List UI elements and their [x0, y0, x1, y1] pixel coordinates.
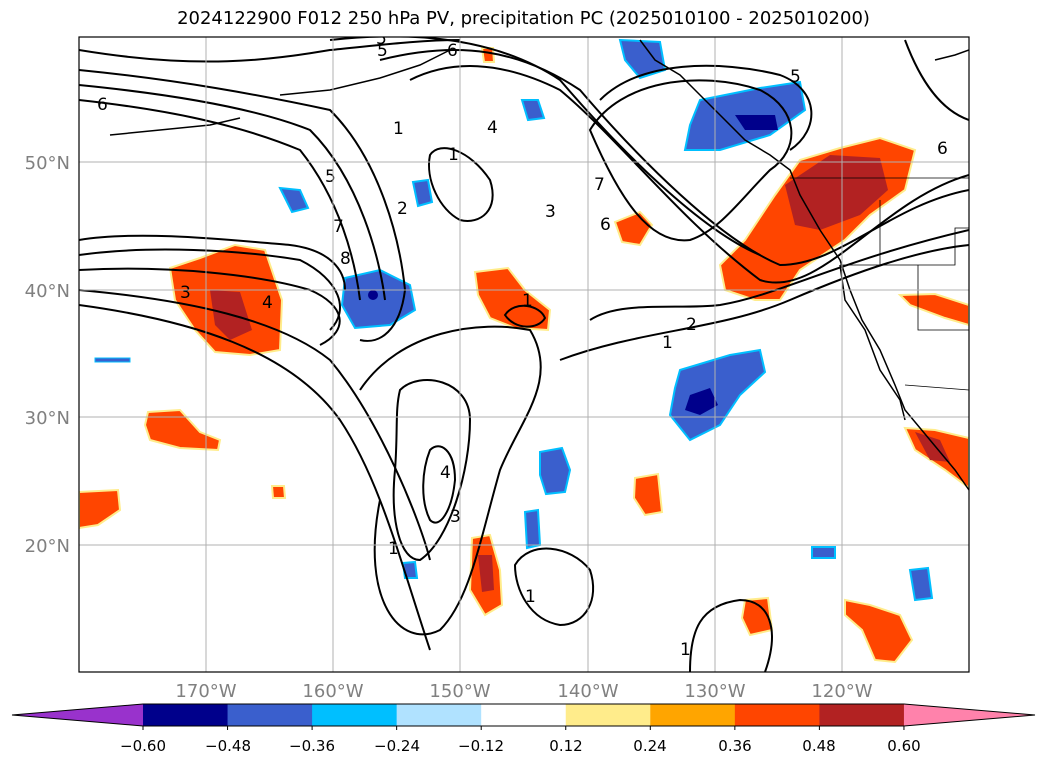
precip-negative-patch — [94, 357, 131, 363]
contour-label: 6 — [97, 95, 108, 115]
precip-positive-patch — [632, 472, 664, 517]
colorbar-extend-low — [12, 704, 143, 726]
precip-positive-patch — [143, 408, 222, 452]
precip-negative-patch — [278, 186, 310, 214]
contour-label: 1 — [662, 333, 673, 353]
map-title: 2024122900 F012 250 hPa PV, precipitatio… — [177, 8, 870, 29]
contour-label: 3 — [180, 283, 191, 303]
contour-label: 1 — [448, 145, 459, 165]
lon-label: 170°W — [175, 681, 236, 702]
lon-labels: 170°W 160°W 150°W 140°W 130°W 120°W — [175, 681, 872, 702]
gridlines — [79, 37, 969, 672]
contour-label: 1 — [388, 539, 399, 559]
contour-label: 5 — [790, 67, 801, 87]
lon-label: 160°W — [302, 681, 363, 702]
map-frame — [78, 36, 970, 673]
colorbar-tick-label: 0.24 — [633, 737, 667, 755]
lat-label: 40°N — [25, 281, 70, 302]
colorbar-segment — [481, 704, 567, 726]
precip-positive-patch — [740, 596, 774, 637]
colorbar-tick-label: −0.36 — [289, 737, 335, 755]
precip-positive-patch — [897, 292, 969, 327]
contour-label: 4 — [262, 293, 273, 313]
lon-label: 140°W — [557, 681, 618, 702]
precip-positive-patch — [613, 210, 654, 247]
colorbar-segment — [312, 704, 398, 726]
lon-label: 130°W — [684, 681, 745, 702]
contour-label: 5 — [377, 41, 388, 61]
contour-label: 7 — [333, 217, 344, 237]
precip-negative-patch — [520, 99, 546, 122]
precip-negative-patch — [340, 268, 417, 330]
colorbar-tick-label: −0.24 — [374, 737, 420, 755]
colorbar-segment — [819, 704, 905, 726]
contour-label: 5 — [325, 167, 336, 187]
contour-label: 1 — [525, 587, 536, 607]
contour-label: 6 — [447, 41, 458, 61]
contour-labels: 6 5 6 5 4 7 1 2 3 1 5 7 8 6 3 4 1 2 1 4 … — [97, 29, 948, 660]
lon-label: 150°W — [429, 681, 490, 702]
precip-negative-patch — [411, 178, 434, 208]
contour-label: 1 — [393, 119, 404, 139]
contour-label: 4 — [440, 463, 451, 483]
contour-label: 3 — [450, 507, 461, 527]
contour-label: 3 — [545, 202, 556, 222]
colorbar-tick-label: 0.60 — [887, 737, 921, 755]
contour-label: 5 — [376, 29, 387, 49]
precip-negative-patch — [523, 508, 542, 550]
precip-positive-patch — [473, 266, 552, 332]
lat-label: 50°N — [25, 153, 70, 174]
contour-label: 6 — [937, 139, 948, 159]
contour-label: 1 — [680, 640, 691, 660]
lat-label: 30°N — [25, 408, 70, 429]
precip-shading — [79, 38, 969, 664]
colorbar-tick-label: −0.48 — [205, 737, 251, 755]
colorbar-segment — [143, 704, 229, 726]
colorbar-tick-label: 0.36 — [718, 737, 752, 755]
precip-negative-patch — [539, 446, 572, 496]
contour-label: 1 — [522, 291, 533, 311]
contour-label: 7 — [594, 175, 605, 195]
contour-label: 2 — [686, 315, 697, 335]
colorbar-extend-high — [903, 704, 1035, 726]
precip-positive-patch — [79, 488, 122, 530]
colorbar-segment — [565, 704, 651, 726]
colorbar-segment — [650, 704, 736, 726]
precip-negative-patch — [668, 348, 767, 442]
pv-contours — [79, 37, 969, 672]
contour-label: 8 — [340, 249, 351, 269]
precip-positive-patch — [270, 485, 287, 499]
coastlines — [109, 39, 969, 491]
colorbar-tick-label: 0.48 — [802, 737, 836, 755]
precip-positive-patch — [844, 598, 914, 664]
lon-label: 120°W — [811, 681, 872, 702]
precip-negative-patch — [908, 566, 934, 602]
colorbar-segment — [734, 704, 820, 726]
contour-label: 2 — [397, 199, 408, 219]
colorbar-tick-label: −0.60 — [120, 737, 166, 755]
colorbar-tick-label: 0.12 — [549, 737, 583, 755]
colorbar-segment — [227, 704, 313, 726]
lat-label: 20°N — [25, 536, 70, 557]
colorbar-tick-label: −0.12 — [458, 737, 504, 755]
precip-negative-patch — [618, 38, 667, 80]
precip-negative-patch — [811, 546, 836, 559]
lat-labels: 50°N 40°N 30°N 20°N — [25, 153, 70, 557]
colorbar-segment — [396, 704, 482, 726]
contour-label: 6 — [600, 215, 611, 235]
colorbar — [11, 703, 1036, 730]
contour-label: 4 — [487, 118, 498, 138]
